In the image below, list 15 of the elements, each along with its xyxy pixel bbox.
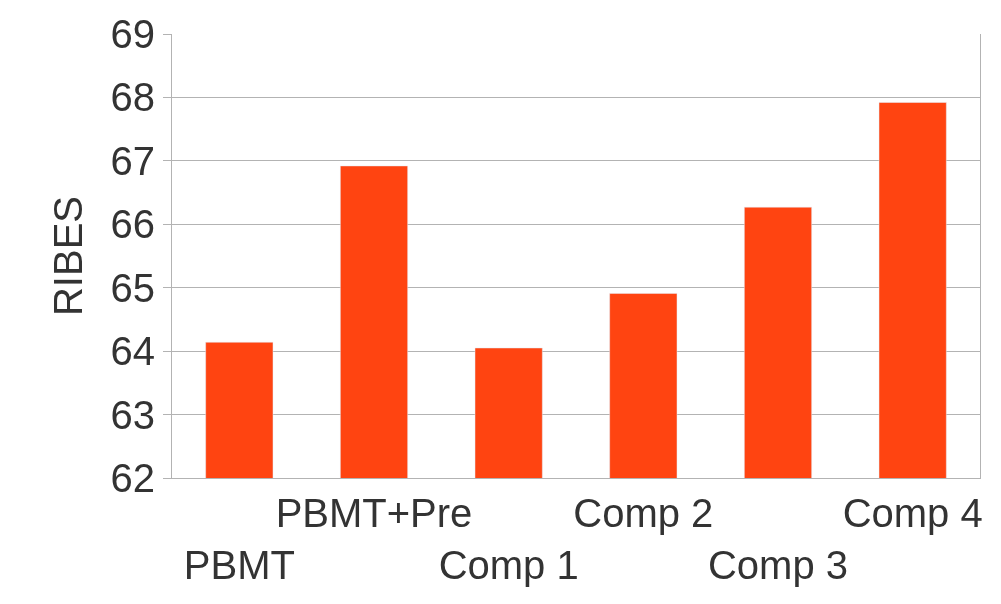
y-tick-label: 66 [110,202,155,247]
x-tick-label: PBMT+Pre [275,491,473,535]
x-tick-label: PBMT [183,543,295,587]
y-tick-label: 63 [110,392,155,437]
y-tick-label: 68 [110,75,155,120]
x-tick-label: Comp 4 [842,491,983,535]
y-axis-title: RIBES [46,195,90,317]
x-tick-label: Comp 2 [573,491,714,535]
x-tick-label: Comp 3 [707,543,849,587]
y-tick-label: 64 [110,329,155,374]
y-tick-label: 62 [110,456,155,500]
x-tick-label: Comp 1 [438,543,579,587]
y-tick-label: 65 [110,265,155,310]
y-tick-label: 69 [110,12,155,56]
y-tick-label: 67 [110,138,155,183]
